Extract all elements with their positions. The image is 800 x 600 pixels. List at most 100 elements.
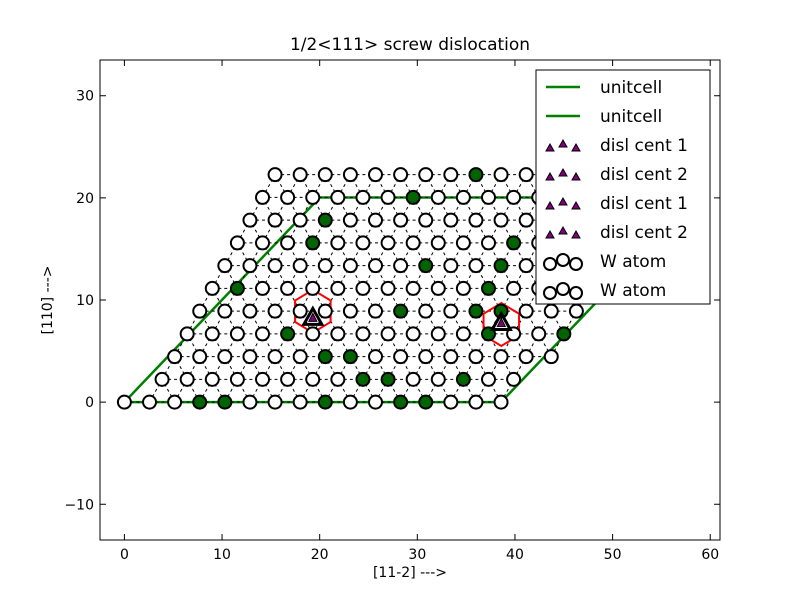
w-atom [368, 167, 384, 183]
w-atom [305, 280, 321, 296]
w-atom [229, 371, 245, 387]
w-atom [305, 189, 321, 205]
w-atom [468, 167, 484, 183]
w-atom [380, 326, 396, 342]
dislocation-layer [301, 305, 513, 331]
w-atom [531, 326, 547, 342]
disl-center-marker-2 [496, 317, 507, 327]
legend-triangle-handle [558, 138, 568, 148]
w-atom [305, 326, 321, 342]
w-atom [468, 349, 484, 365]
w-atom [380, 280, 396, 296]
w-atom [405, 280, 421, 296]
w-atom [393, 394, 409, 410]
w-atom [267, 212, 283, 228]
w-atom [292, 167, 308, 183]
w-atom [280, 235, 296, 251]
w-atom [192, 303, 208, 319]
w-atom [480, 280, 496, 296]
w-atom [292, 258, 308, 274]
w-atom [255, 235, 271, 251]
legend-circle-handle [569, 257, 583, 271]
legend-label: W atom [600, 252, 666, 272]
w-atom [468, 394, 484, 410]
w-atom [255, 371, 271, 387]
w-atom [418, 303, 434, 319]
w-atom [267, 303, 283, 319]
core-triangle-1 [301, 305, 325, 326]
w-atom [380, 235, 396, 251]
w-atom [292, 303, 308, 319]
w-atom [267, 167, 283, 183]
w-atom [455, 371, 471, 387]
w-atom [204, 326, 220, 342]
w-atom [204, 280, 220, 296]
w-atom [443, 349, 459, 365]
w-atom [443, 303, 459, 319]
w-atom [518, 167, 534, 183]
w-atom [330, 326, 346, 342]
w-atom [443, 212, 459, 228]
w-atom [292, 349, 308, 365]
w-atom [267, 258, 283, 274]
w-atom [418, 394, 434, 410]
chart-title: 1/2<111> screw dislocation [290, 35, 530, 55]
w-atom [280, 280, 296, 296]
w-atom [430, 189, 446, 205]
w-atom [292, 212, 308, 228]
w-atom [468, 258, 484, 274]
w-atom [418, 212, 434, 228]
w-atom [556, 326, 572, 342]
y-tick-label: 30 [76, 89, 94, 105]
w-atom [430, 326, 446, 342]
w-atom [405, 235, 421, 251]
w-atom [242, 258, 258, 274]
legend-circle-handle [543, 257, 557, 271]
w-atom [480, 189, 496, 205]
w-atom [480, 371, 496, 387]
legend-label: unitcell [600, 78, 662, 98]
w-atom [154, 371, 170, 387]
legend-triangle-handle [571, 229, 581, 239]
w-atom [267, 349, 283, 365]
w-atom [455, 280, 471, 296]
w-atom [355, 371, 371, 387]
w-atom [317, 303, 333, 319]
w-atom [506, 280, 522, 296]
x-axis-ticks: 0 10 20 30 40 50 60 [120, 60, 719, 563]
w-atom [393, 212, 409, 228]
x-tick-label: 10 [213, 547, 231, 563]
w-atom [280, 326, 296, 342]
legend-circle-handle [556, 282, 570, 296]
legend-triangle-handle [571, 200, 581, 210]
w-atom [167, 394, 183, 410]
legend-label: W atom [600, 281, 666, 301]
y-tick-label: 20 [76, 191, 94, 207]
legend-triangle-handle [558, 225, 568, 235]
w-atom [368, 349, 384, 365]
w-atom [355, 326, 371, 342]
w-atom [518, 349, 534, 365]
w-atom [468, 212, 484, 228]
w-atom [317, 394, 333, 410]
legend-triangle-handle [571, 171, 581, 181]
legend: unitcell unitcell disl cent 1 disl cent 2 di… [535, 69, 711, 305]
w-atom [204, 371, 220, 387]
w-atom [455, 235, 471, 251]
x-tick-label: 40 [506, 547, 524, 563]
x-tick-label: 60 [701, 547, 719, 563]
w-atom [393, 349, 409, 365]
w-atom [317, 212, 333, 228]
w-atom [455, 326, 471, 342]
w-atom [506, 371, 522, 387]
w-atom [305, 235, 321, 251]
w-atom [493, 167, 509, 183]
w-atom [368, 258, 384, 274]
w-atom [116, 394, 132, 410]
w-atom [255, 189, 271, 205]
w-atom [443, 167, 459, 183]
legend-triangle-handle [545, 171, 555, 181]
w-atom [443, 258, 459, 274]
w-atom [468, 303, 484, 319]
